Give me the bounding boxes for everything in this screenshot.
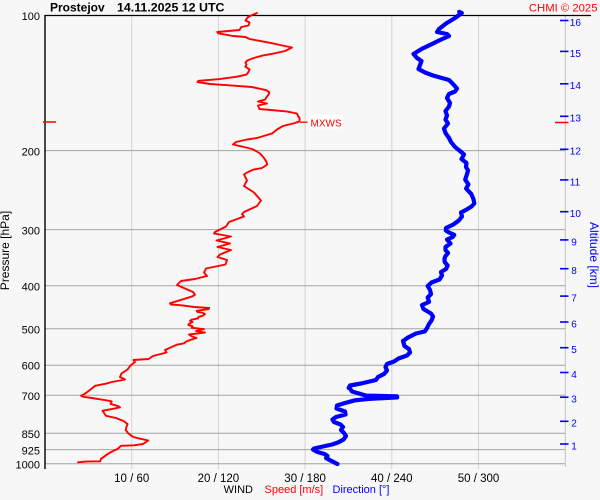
svg-text:Altitude [km]: Altitude [km] [587, 222, 600, 288]
svg-text:925: 925 [22, 445, 40, 457]
svg-text:50 / 300: 50 / 300 [458, 473, 500, 485]
svg-text:16: 16 [570, 18, 582, 29]
svg-text:10 / 60: 10 / 60 [114, 473, 149, 485]
svg-text:1: 1 [571, 441, 577, 452]
svg-text:100: 100 [22, 11, 40, 23]
svg-text:4: 4 [571, 370, 577, 381]
svg-text:30 / 180: 30 / 180 [284, 473, 326, 485]
svg-text:Prostejov: Prostejov [50, 1, 105, 15]
svg-text:Direction [°]: Direction [°] [333, 484, 390, 496]
svg-text:6: 6 [571, 319, 577, 330]
svg-text:10: 10 [570, 209, 582, 220]
svg-text:9: 9 [571, 237, 577, 248]
svg-text:1000: 1000 [16, 459, 40, 471]
svg-text:13: 13 [570, 114, 582, 125]
svg-text:300: 300 [22, 225, 40, 237]
svg-text:700: 700 [22, 391, 40, 403]
svg-text:40 / 240: 40 / 240 [371, 473, 413, 485]
svg-text:20 / 120: 20 / 120 [198, 473, 240, 485]
svg-text:Speed [m/s]: Speed [m/s] [265, 484, 324, 496]
svg-text:Pressure [hPa]: Pressure [hPa] [0, 211, 12, 290]
svg-text:850: 850 [22, 429, 40, 441]
svg-text:14: 14 [570, 81, 582, 92]
svg-text:15: 15 [570, 49, 582, 60]
svg-text:600: 600 [22, 361, 40, 373]
svg-text:WIND: WIND [224, 484, 253, 496]
svg-text:12: 12 [570, 147, 582, 158]
svg-text:400: 400 [22, 281, 40, 293]
svg-text:CHMI © 2025: CHMI © 2025 [529, 2, 598, 14]
svg-text:MXWS: MXWS [311, 119, 342, 130]
svg-text:14.11.2025 12 UTC: 14.11.2025 12 UTC [117, 1, 225, 15]
svg-text:500: 500 [22, 325, 40, 337]
svg-text:7: 7 [571, 294, 577, 305]
svg-text:2: 2 [571, 419, 577, 430]
svg-text:3: 3 [571, 395, 577, 406]
svg-text:11: 11 [570, 177, 581, 188]
svg-text:5: 5 [571, 345, 577, 356]
svg-text:8: 8 [571, 266, 577, 277]
svg-text:200: 200 [22, 146, 40, 158]
